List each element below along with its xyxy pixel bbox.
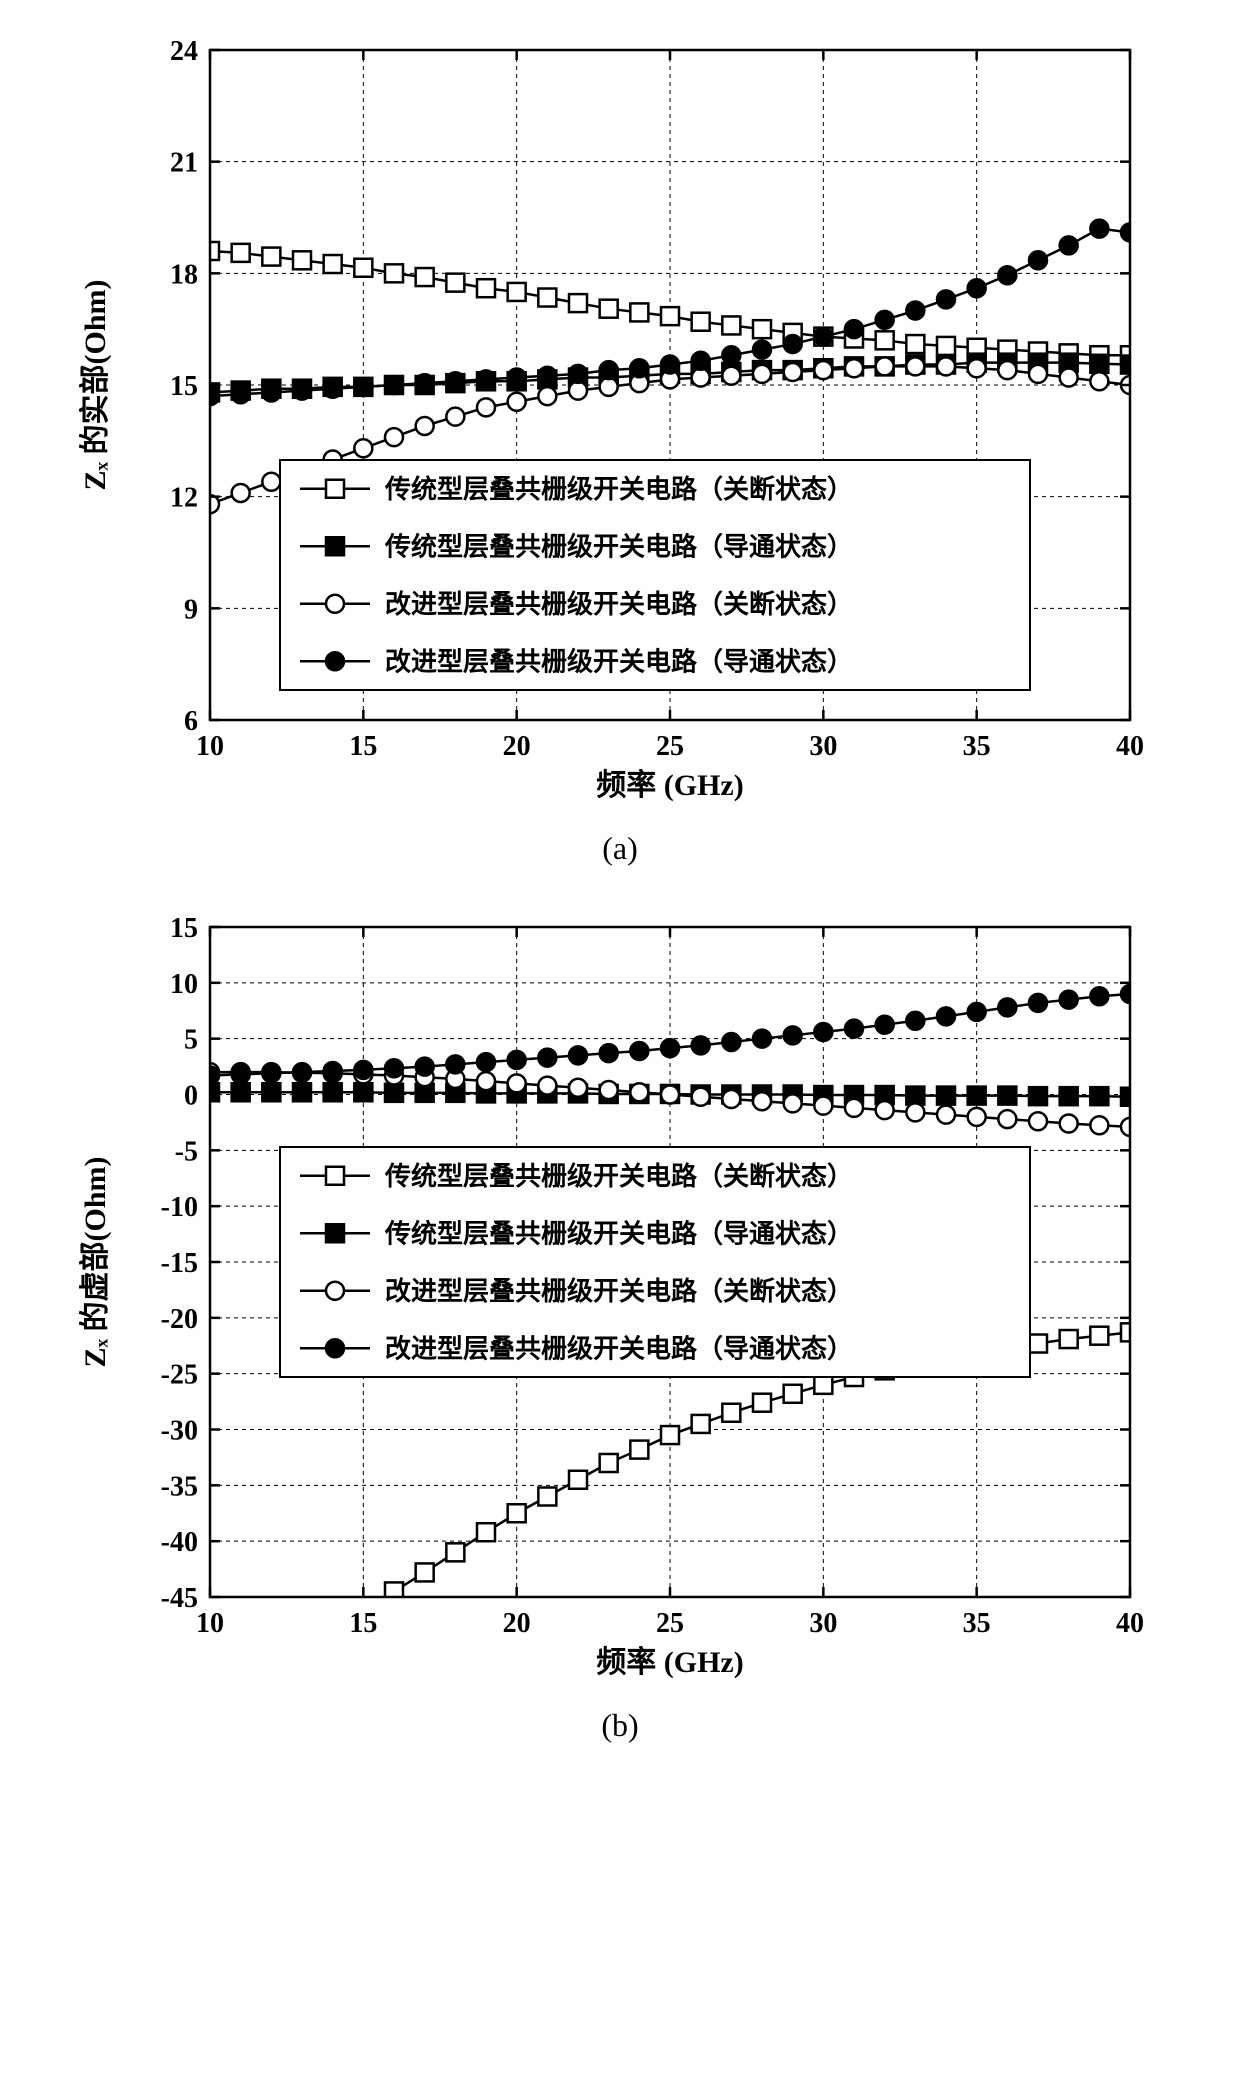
svg-text:9: 9 xyxy=(184,594,198,625)
svg-text:0: 0 xyxy=(184,1081,198,1112)
subplot-label-b: (b) xyxy=(20,1707,1220,1744)
svg-text:15: 15 xyxy=(170,913,198,944)
svg-text:改进型层叠共栅级开关电路（关断状态）: 改进型层叠共栅级开关电路（关断状态） xyxy=(385,1276,853,1306)
svg-text:改进型层叠共栅级开关电路（导通状态）: 改进型层叠共栅级开关电路（导通状态） xyxy=(385,1333,853,1363)
svg-text:20: 20 xyxy=(503,1608,531,1639)
figure-container: 10 15 20 25 30 35 40 6 9 12 15 18 21 24 频率 (GHz) Zₓ 的实部… xyxy=(20,20,1220,1744)
svg-text:25: 25 xyxy=(656,1608,684,1639)
svg-text:-25: -25 xyxy=(161,1360,198,1391)
svg-text:传统型层叠共栅级开关电路（关断状态）: 传统型层叠共栅级开关电路（关断状态） xyxy=(384,1161,853,1191)
svg-text:Zₓ 的虚部(Ohm): Zₓ 的虚部(Ohm) xyxy=(78,1156,112,1367)
svg-text:40: 40 xyxy=(1116,731,1144,762)
svg-text:18: 18 xyxy=(170,259,198,290)
svg-text:12: 12 xyxy=(170,483,198,514)
svg-text:10: 10 xyxy=(196,1608,224,1639)
svg-text:15: 15 xyxy=(349,731,377,762)
chart-a: 10 15 20 25 30 35 40 6 9 12 15 18 21 24 频率 (GHz) Zₓ 的实部… xyxy=(70,20,1170,820)
svg-text:-10: -10 xyxy=(161,1192,198,1223)
svg-text:30: 30 xyxy=(809,1608,837,1639)
svg-text:40: 40 xyxy=(1116,1608,1144,1639)
svg-text:-15: -15 xyxy=(161,1248,198,1279)
svg-text:-30: -30 xyxy=(161,1416,198,1447)
svg-text:10: 10 xyxy=(196,731,224,762)
svg-text:频率 (GHz): 频率 (GHz) xyxy=(596,1646,743,1679)
svg-text:频率 (GHz): 频率 (GHz) xyxy=(596,769,743,802)
svg-text:30: 30 xyxy=(809,731,837,762)
chart-a-wrapper: 10 15 20 25 30 35 40 6 9 12 15 18 21 24 频率 (GHz) Zₓ 的实部… xyxy=(20,20,1220,867)
svg-text:-35: -35 xyxy=(161,1471,198,1502)
svg-text:5: 5 xyxy=(184,1025,198,1056)
svg-text:传统型层叠共栅级开关电路（导通状态）: 传统型层叠共栅级开关电路（导通状态） xyxy=(384,531,853,561)
svg-text:20: 20 xyxy=(503,731,531,762)
chart-b: 10 15 20 25 30 35 40 -45 -40 -35 -30 -25 -20 -15 -10 -5… xyxy=(70,897,1170,1697)
svg-text:改进型层叠共栅级开关电路（导通状态）: 改进型层叠共栅级开关电路（导通状态） xyxy=(385,646,853,676)
svg-text:-45: -45 xyxy=(161,1583,198,1614)
svg-text:35: 35 xyxy=(963,1608,991,1639)
svg-text:15: 15 xyxy=(349,1608,377,1639)
svg-text:传统型层叠共栅级开关电路（导通状态）: 传统型层叠共栅级开关电路（导通状态） xyxy=(384,1218,853,1248)
svg-text:35: 35 xyxy=(963,731,991,762)
chart-b-wrapper: 10 15 20 25 30 35 40 -45 -40 -35 -30 -25 -20 -15 -10 -5… xyxy=(20,897,1220,1744)
svg-text:-40: -40 xyxy=(161,1527,198,1558)
svg-text:6: 6 xyxy=(184,706,198,737)
svg-text:10: 10 xyxy=(170,969,198,1000)
svg-text:15: 15 xyxy=(170,371,198,402)
svg-text:21: 21 xyxy=(170,148,198,179)
svg-text:-20: -20 xyxy=(161,1304,198,1335)
subplot-label-a: (a) xyxy=(20,830,1220,867)
svg-text:传统型层叠共栅级开关电路（关断状态）: 传统型层叠共栅级开关电路（关断状态） xyxy=(384,474,853,504)
svg-text:改进型层叠共栅级开关电路（关断状态）: 改进型层叠共栅级开关电路（关断状态） xyxy=(385,589,853,619)
svg-text:25: 25 xyxy=(656,731,684,762)
svg-text:Zₓ 的实部(Ohm): Zₓ 的实部(Ohm) xyxy=(78,279,112,490)
svg-text:24: 24 xyxy=(170,36,198,67)
svg-text:-5: -5 xyxy=(175,1136,198,1167)
